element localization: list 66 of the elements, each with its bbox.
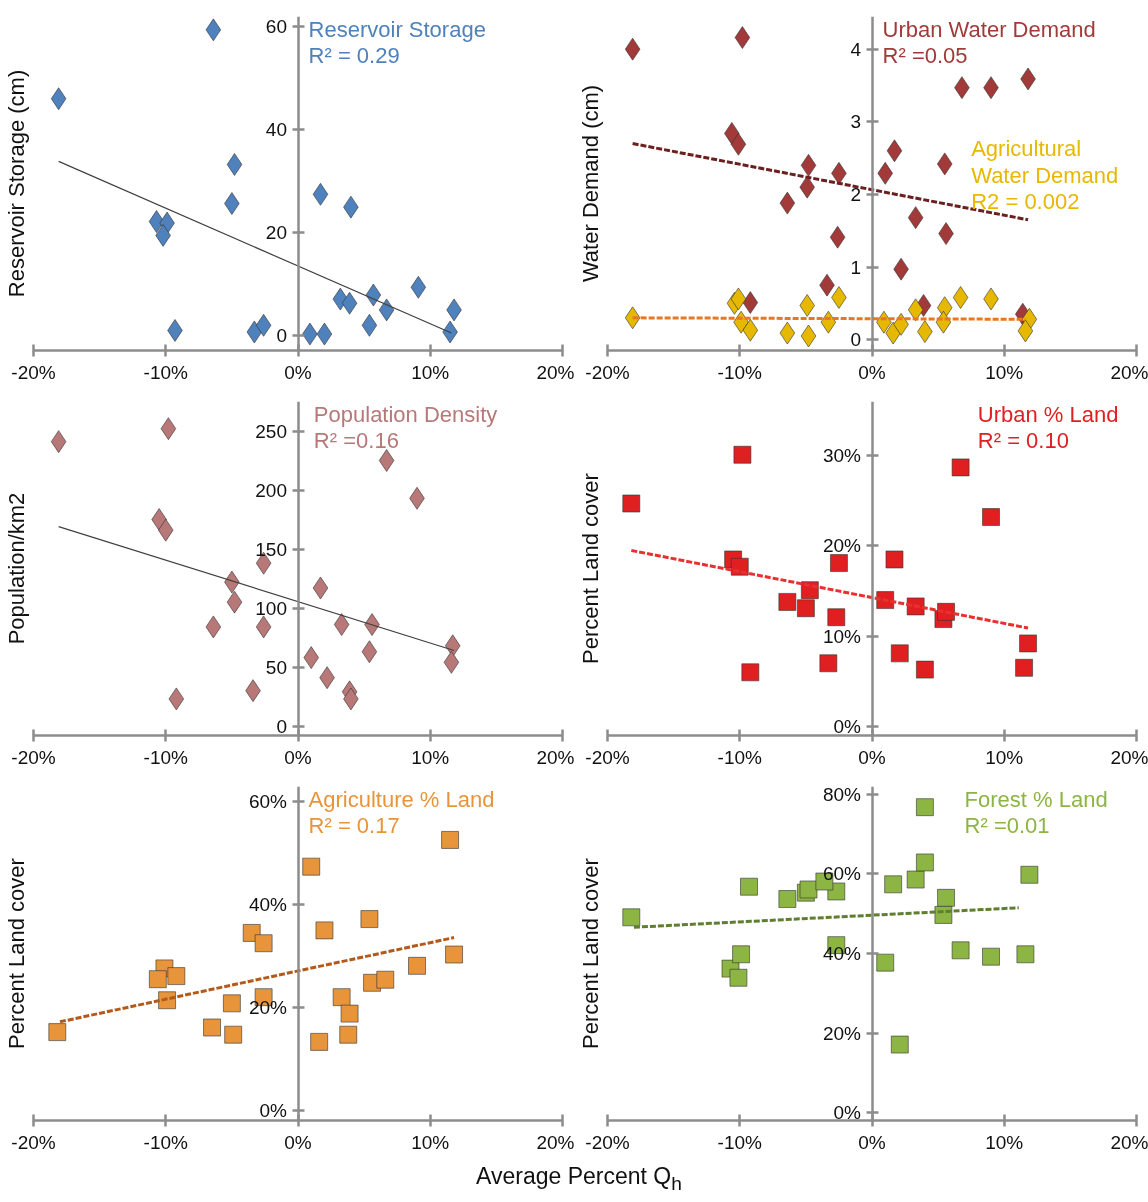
y-tick-label: 20% [822,1022,862,1044]
x-tick-label: -20% [11,361,56,383]
y-axis-title: Population/km2 [3,492,29,645]
y-tick-label: 40% [822,943,862,964]
x-tick-label: 20% [536,361,575,383]
x-tick-label: -20% [585,361,630,383]
x-tick-label: -20% [585,1131,630,1153]
x-tick-label: 10% [411,361,450,383]
x-tick-label: -20% [11,1131,56,1153]
y-tick-label: 50 [265,656,288,678]
y-tick-label: 100 [255,597,287,619]
series-label: Agriculture % Land R² = 0.17 [308,786,495,838]
x-tick-label: 20% [1110,361,1148,383]
series-label: Urban % Land R² = 0.10 [977,401,1119,453]
y-tick-label: 0% [833,1102,862,1124]
x-tick-label: 10% [985,1131,1024,1153]
x-tick-label: -10% [143,746,189,768]
y-tick-label: 3 [850,111,862,133]
y-tick-label: 60 [265,16,288,38]
y-tick-label: 250 [255,420,287,442]
x-tick-label: -20% [585,746,630,768]
y-tick-label: 80% [822,783,862,805]
x-tick-label: -10% [717,361,763,383]
x-tick-label: 10% [985,746,1024,768]
x-tick-label: 20% [1110,1131,1148,1153]
y-tick-label: 20% [248,996,288,1018]
y-tick-label: 40% [248,894,288,916]
y-tick-label: 10% [822,625,862,647]
x-tick-label: -10% [717,746,763,768]
series-label: Forest % Land R² =0.01 [964,786,1108,838]
y-tick-label: 30% [822,445,862,467]
y-tick-label: 2 [850,183,862,205]
y-tick-label: 1 [850,256,862,278]
text: Reservoir Storage R² = 0.29 [308,16,486,68]
x-tick-label: 10% [411,746,450,768]
x-tick-label: 20% [1110,746,1148,768]
x-axis-title: Average Percent Q$_{h}$ [476,1162,682,1196]
x-tick-label: 10% [411,1131,450,1153]
series-label: Urban Water Demand R² =0.05 [882,16,1096,68]
x-tick-label: 10% [985,361,1024,383]
x-tick-label: -10% [143,361,189,383]
y-tick-label: 200 [255,479,287,501]
text: Agricultural Water Demand R2 = 0.002 [971,136,1119,214]
y-tick-label: 20 [265,221,288,243]
y-axis-title: Percent Land cover [577,858,603,1049]
y-tick-label: 40 [265,119,288,141]
series-label: Population Density R² =0.16 [313,401,498,453]
x-tick-label: -20% [11,746,56,768]
y-tick-label: 0 [276,324,288,346]
x-tick-label: 20% [536,746,575,768]
x-tick-label: 20% [536,1131,575,1153]
y-tick-label: 60% [822,863,862,885]
y-tick-label: 0% [833,715,862,737]
y-tick-label: 60% [248,791,288,813]
y-tick-label: 0 [276,715,288,737]
y-tick-label: 0% [259,1099,288,1121]
y-axis-title: Percent Land cover [3,858,29,1049]
y-axis-title: Reservoir Storage (cm) [3,69,29,298]
y-axis-title: Water Demand (cm) [577,84,603,283]
y-tick-label: 4 [850,38,862,60]
x-tick-label: -10% [717,1131,763,1153]
y-axis-title: Percent Land cover [577,473,603,664]
x-tick-label: -10% [143,1131,189,1153]
y-tick-label: 20% [822,535,862,557]
y-tick-label: 0 [850,329,862,351]
y-tick-label: 150 [255,538,287,560]
